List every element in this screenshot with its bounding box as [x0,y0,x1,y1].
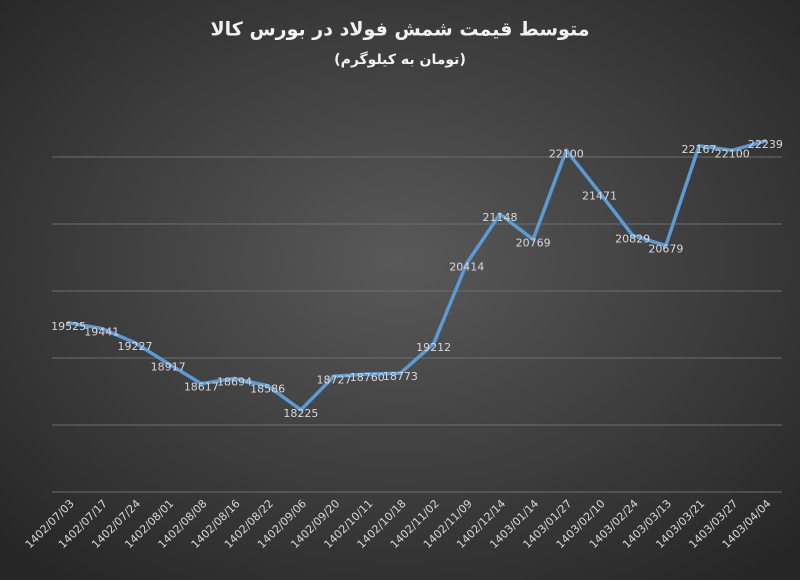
data-label: 21148 [482,211,517,224]
data-label: 22239 [748,138,783,151]
chart-subtitle: (تومان به کیلوگرم) [334,51,466,68]
data-label: 20679 [648,243,683,256]
data-label: 19227 [117,340,152,353]
data-label: 22100 [715,147,750,160]
data-label: 20829 [615,232,650,245]
data-label: 20769 [516,236,551,249]
data-label: 18617 [184,381,219,394]
data-line [66,139,768,412]
data-label: 18773 [383,370,418,383]
data-label: 18225 [283,407,318,420]
data-label: 18917 [151,361,186,374]
data-label: 18586 [250,383,285,396]
data-label: 20414 [449,260,484,273]
data-label: 18694 [217,376,252,389]
data-label: 18760 [350,371,385,384]
data-label: 19441 [84,325,119,338]
data-label: 18727 [317,373,352,386]
data-label: 21471 [582,189,617,202]
data-label: 22167 [682,143,717,156]
chart-title: متوسط قیمت شمش فولاد در بورس کالا [211,19,590,41]
data-label: 22100 [549,147,584,160]
data-label: 19212 [416,341,451,354]
data-label: 19525 [51,320,86,333]
